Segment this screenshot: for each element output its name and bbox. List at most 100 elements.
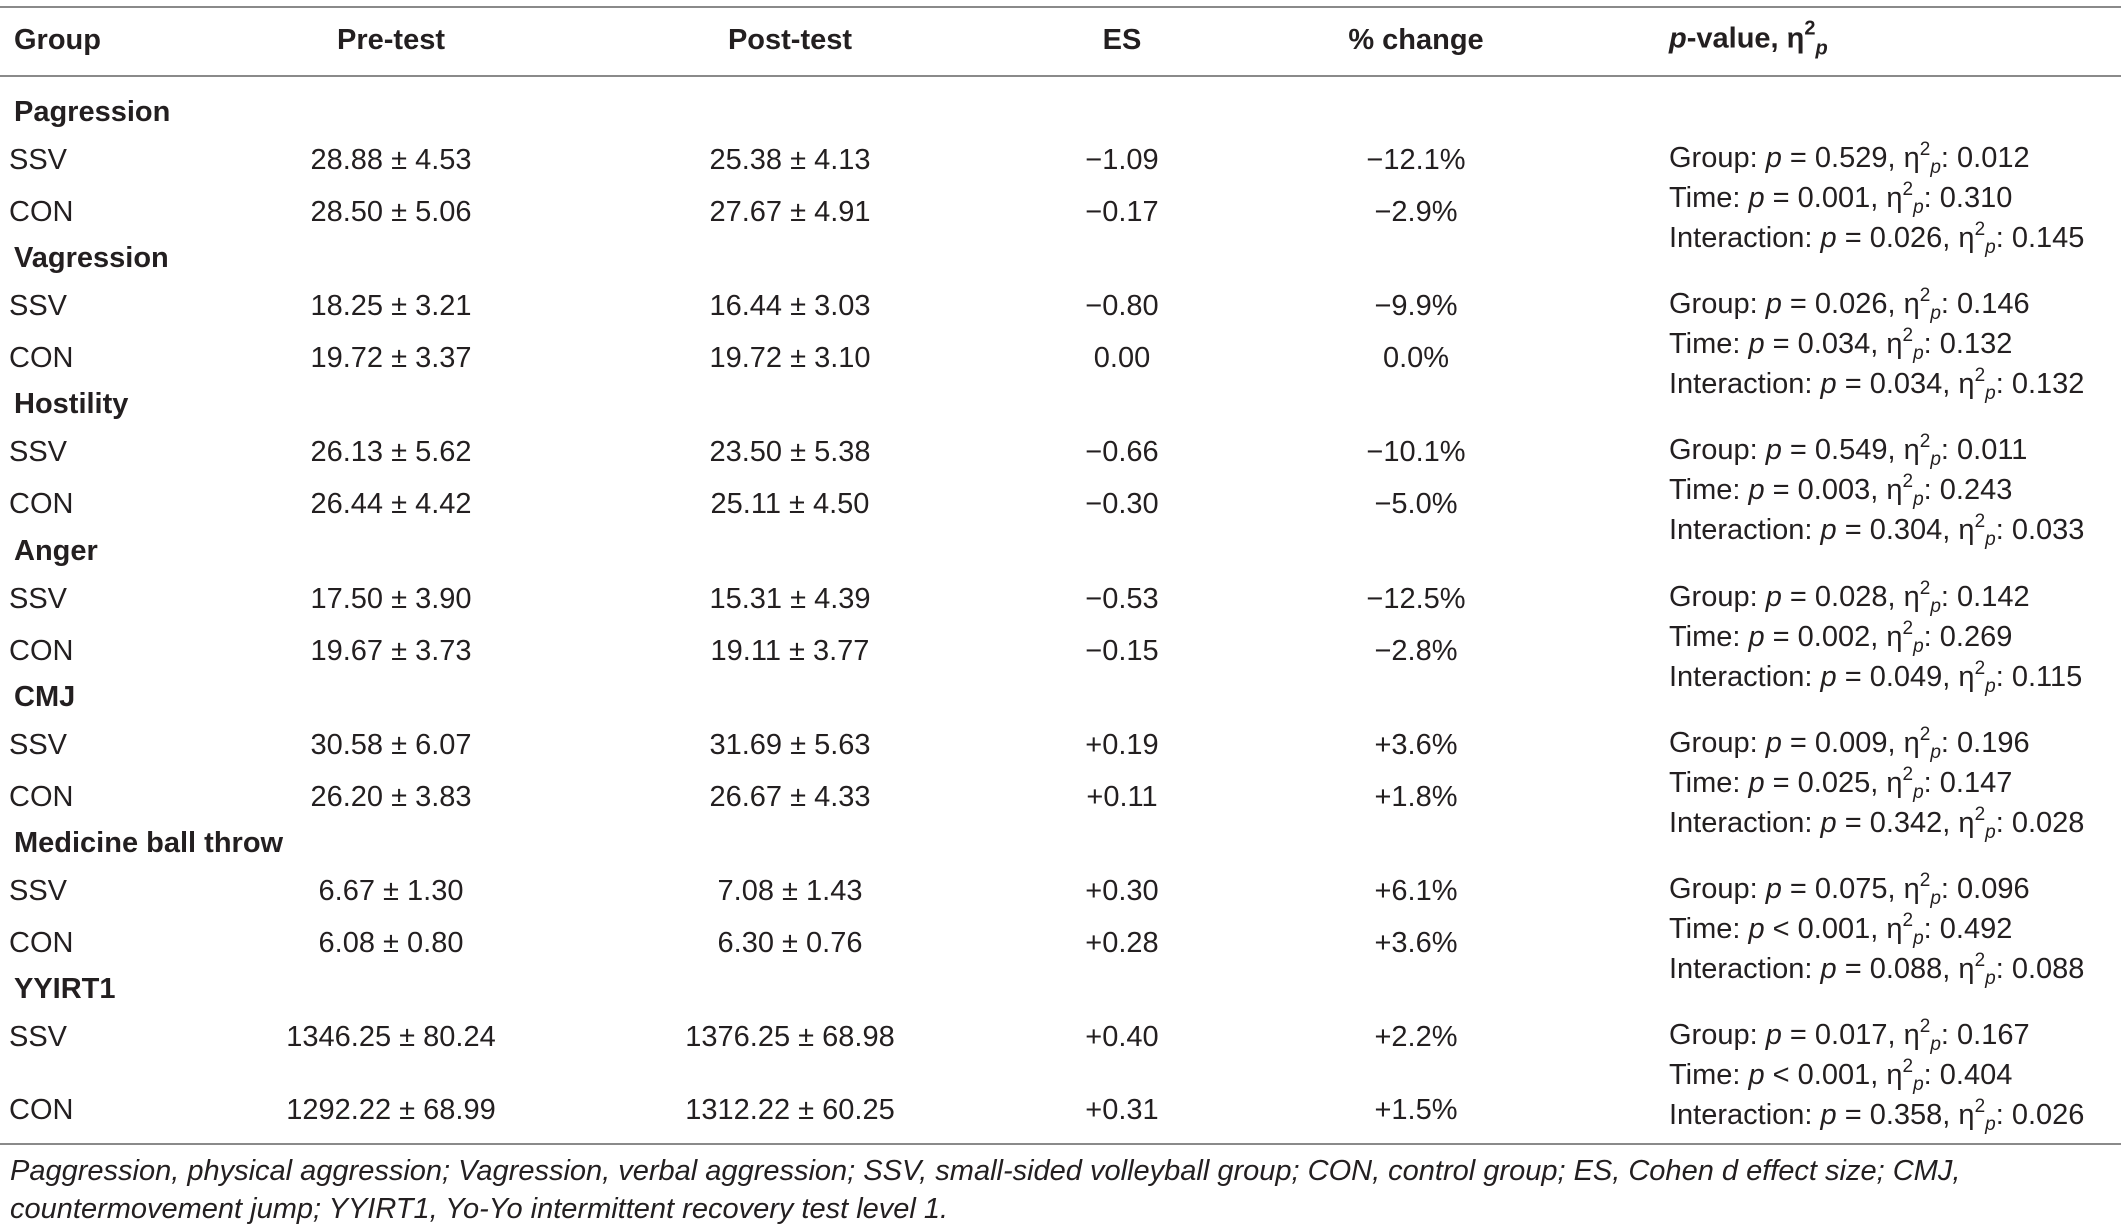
- eta-symbol: η: [1903, 288, 1920, 320]
- post-test-value: 31.69 ± 5.63: [709, 729, 871, 761]
- eta-sub: p: [1913, 928, 1924, 949]
- stat-line: Group: p = 0.009, η2p: 0.196: [1669, 724, 2030, 764]
- eta-sub: p: [1985, 529, 1996, 550]
- pre-test-value: 26.13 ± 5.62: [310, 436, 472, 468]
- pre-test-value: 17.50 ± 3.90: [310, 583, 472, 615]
- post-test-value: 1376.25 ± 68.98: [685, 1021, 895, 1053]
- eta-symbol: η: [1886, 328, 1903, 360]
- eta-symbol: η: [1958, 368, 1975, 400]
- percent-change-value: −12.1%: [1366, 144, 1466, 176]
- post-test-value: 6.30 ± 0.76: [717, 927, 863, 959]
- p-value: = 0.342,: [1836, 807, 1959, 839]
- eta-sub: p: [1930, 1034, 1941, 1055]
- effect-size-value: −0.66: [1085, 436, 1159, 468]
- eta-sub: p: [1930, 888, 1941, 909]
- eta-sup: 2: [1974, 658, 1986, 679]
- effect-size-value: +0.11: [1086, 781, 1158, 813]
- eta-value: : 0.096: [1940, 873, 2030, 905]
- header-pvalue: p-value, η2p: [1669, 17, 1828, 60]
- eta-value: : 0.146: [1940, 288, 2030, 320]
- p-symbol: p: [1748, 182, 1765, 214]
- pre-test-value: 26.20 ± 3.83: [310, 781, 472, 813]
- p-symbol: p: [1748, 474, 1765, 506]
- eta-sub: p: [1985, 383, 1996, 404]
- section-heading: Anger: [14, 535, 98, 567]
- label: Interaction:: [1669, 514, 1821, 546]
- post-test-value: 19.72 ± 3.10: [709, 342, 871, 374]
- percent-change-value: +6.1%: [1374, 875, 1458, 907]
- percent-change-value: −2.9%: [1374, 196, 1458, 228]
- p-value: = 0.358,: [1836, 1099, 1959, 1131]
- eta-symbol: η: [1958, 514, 1975, 546]
- eta-sup: 2: [1919, 431, 1931, 452]
- effect-size-value: 0.00: [1093, 342, 1151, 374]
- section-heading: Hostility: [14, 388, 129, 420]
- pre-test-value: 19.72 ± 3.37: [310, 342, 472, 374]
- p-symbol: p: [1765, 581, 1782, 613]
- eta-symbol: η: [1903, 581, 1920, 613]
- eta-sub: p: [1930, 449, 1941, 470]
- label: Group:: [1669, 142, 1766, 174]
- effect-size-value: +0.30: [1085, 875, 1159, 907]
- section-heading: Vagression: [14, 242, 169, 274]
- post-test-value: 7.08 ± 1.43: [717, 875, 863, 907]
- p-value: = 0.025,: [1764, 767, 1887, 799]
- p-symbol: p: [1765, 873, 1782, 905]
- percent-change-value: +2.2%: [1374, 1021, 1458, 1053]
- stat-line: Time: p = 0.003, η2p: 0.243: [1669, 471, 2012, 511]
- label: Interaction:: [1669, 1099, 1821, 1131]
- pre-test-value: 6.08 ± 0.80: [318, 927, 464, 959]
- p-value: = 0.017,: [1781, 1019, 1904, 1051]
- label: Time:: [1669, 328, 1749, 360]
- effect-size-value: +0.19: [1085, 729, 1159, 761]
- p-symbol: p: [1820, 661, 1837, 693]
- row-group-label: CON: [9, 196, 74, 228]
- eta-symbol: η: [1903, 434, 1920, 466]
- p-symbol: p: [1820, 514, 1837, 546]
- eta-value: : 0.088: [1995, 953, 2085, 985]
- stat-line: Interaction: p = 0.304, η2p: 0.033: [1669, 511, 2084, 551]
- p-value: = 0.026,: [1781, 288, 1904, 320]
- percent-change-value: −12.5%: [1366, 583, 1466, 615]
- eta-value: : 0.269: [1923, 621, 2013, 653]
- p-symbol: p: [1820, 222, 1837, 254]
- eta-sup: 2: [1974, 1096, 1986, 1117]
- eta-symbol: η: [1903, 873, 1920, 905]
- eta-sup: 2: [1974, 950, 1986, 971]
- eta-sub: p: [1985, 968, 1996, 989]
- p-value: < 0.001,: [1764, 913, 1887, 945]
- row-group-label: SSV: [9, 436, 68, 468]
- eta-sub: p: [1930, 157, 1941, 178]
- eta-value: : 0.011: [1940, 434, 2028, 466]
- p-value: = 0.049,: [1836, 661, 1959, 693]
- eta-symbol: η: [1958, 222, 1975, 254]
- eta-sup: 2: [1919, 1016, 1931, 1037]
- pre-test-value: 18.25 ± 3.21: [310, 290, 472, 322]
- percent-change-value: −5.0%: [1374, 488, 1458, 520]
- post-test-value: 19.11 ± 3.77: [710, 635, 870, 667]
- stat-line: Time: p < 0.001, η2p: 0.492: [1669, 910, 2012, 950]
- label: Interaction:: [1669, 953, 1821, 985]
- post-test-value: 15.31 ± 4.39: [709, 583, 871, 615]
- p-value: = 0.034,: [1764, 328, 1887, 360]
- eta-sup: 2: [1919, 285, 1931, 306]
- label: Group:: [1669, 434, 1766, 466]
- p-symbol: p: [1748, 913, 1765, 945]
- label: Interaction:: [1669, 368, 1821, 400]
- p-symbol: p: [1820, 953, 1837, 985]
- pre-test-value: 28.50 ± 5.06: [310, 196, 472, 228]
- stat-line: Group: p = 0.028, η2p: 0.142: [1669, 578, 2030, 618]
- eta-sub: p: [1913, 636, 1924, 657]
- eta-symbol: η: [1958, 807, 1975, 839]
- eta-symbol: η: [1958, 1099, 1975, 1131]
- label: Time:: [1669, 621, 1749, 653]
- eta-value: : 0.310: [1923, 182, 2013, 214]
- label: Time:: [1669, 913, 1749, 945]
- row-group-label: CON: [9, 927, 74, 959]
- stat-line: Interaction: p = 0.342, η2p: 0.028: [1669, 804, 2084, 844]
- pre-test-value: 6.67 ± 1.30: [318, 875, 464, 907]
- p-symbol: p: [1820, 807, 1837, 839]
- eta-value: : 0.147: [1923, 767, 2013, 799]
- section-heading: YYIRT1: [14, 973, 116, 1005]
- stat-line: Group: p = 0.549, η2p: 0.011: [1669, 431, 2028, 471]
